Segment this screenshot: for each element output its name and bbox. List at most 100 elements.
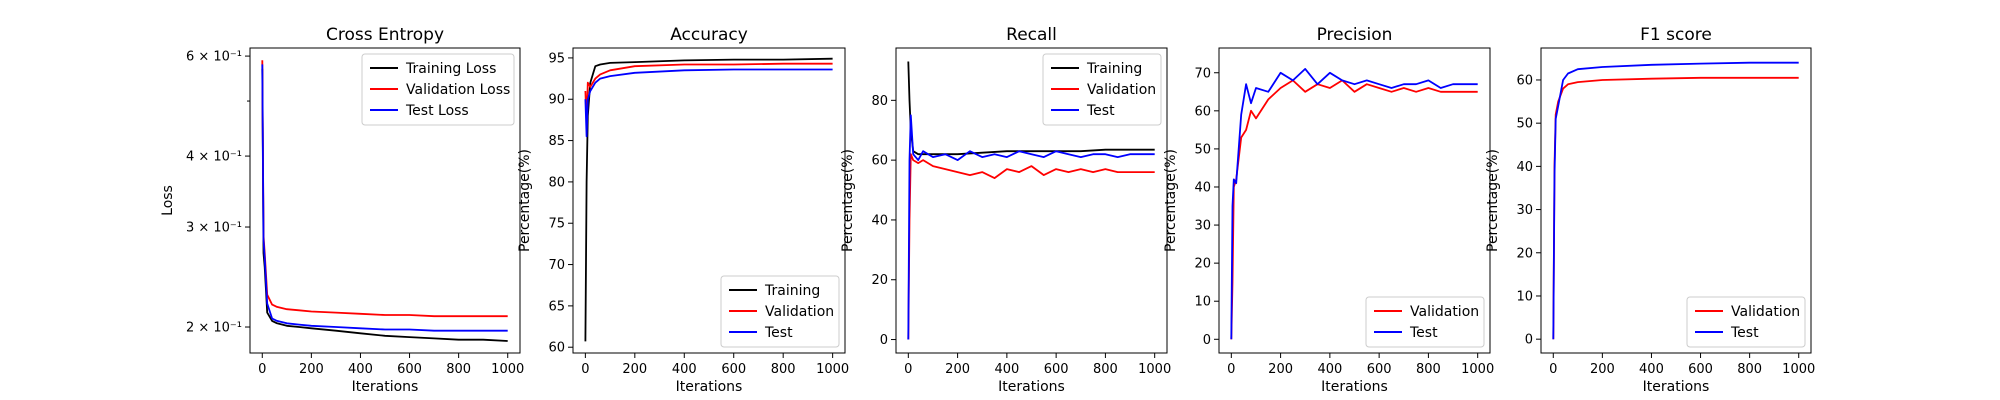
legend-label: Test — [1409, 325, 1438, 341]
y-tick-label: 3 × 10⁻¹ — [186, 221, 242, 236]
y-tick-label: 65 — [548, 299, 565, 314]
x-tick-label: 400 — [994, 362, 1019, 377]
y-axis-label: Percentage(%) — [1485, 149, 1501, 252]
y-tick-label: 20 — [1516, 246, 1533, 261]
chart-title: Cross Entropy — [326, 25, 444, 45]
y-tick-label: 6 × 10⁻¹ — [186, 50, 242, 65]
y-tick-label: 0 — [1203, 333, 1211, 348]
chart-title: Precision — [1317, 25, 1393, 45]
series-line-validation — [907, 153, 1155, 340]
legend: Validation Test — [1686, 296, 1806, 348]
x-tick-label: 600 — [1688, 362, 1713, 377]
axes-frame — [249, 47, 521, 354]
y-tick-label: 40 — [1516, 160, 1533, 175]
x-tick-label: 800 — [1737, 362, 1762, 377]
x-axis-label: Iterations — [676, 379, 743, 395]
y-tick-label: 70 — [548, 258, 565, 273]
series-line-test — [584, 68, 833, 138]
x-tick-label: 1000 — [816, 362, 849, 377]
y-tick-label: 60 — [1516, 73, 1533, 88]
chart-f1-score: 0 200 400 600 800 1000 0 10 20 30 40 50 60 F1 score It… — [1485, 25, 1815, 395]
legend-box — [1686, 296, 1806, 348]
y-tick-label: 90 — [548, 93, 565, 108]
x-axis-label: Iterations — [352, 379, 419, 395]
legend: Validation Test — [1365, 296, 1485, 348]
x-tick-label: 200 — [945, 362, 970, 377]
legend-label: Validation — [1087, 82, 1156, 98]
y-tick-label: 30 — [1516, 203, 1533, 218]
series-line-validation — [584, 62, 833, 125]
y-tick-label: 10 — [1516, 289, 1533, 304]
x-tick-label: 200 — [299, 362, 324, 377]
legend-box — [720, 275, 840, 348]
series-line-test — [907, 114, 1155, 340]
axes-frame — [895, 47, 1168, 354]
legend-box — [1365, 296, 1485, 348]
chart-recall: 0 200 400 600 800 1000 0 20 40 60 80 Recall Iteratio… — [840, 25, 1171, 395]
x-tick-label: 800 — [771, 362, 796, 377]
legend-box — [1042, 53, 1162, 126]
x-tick-label: 400 — [1639, 362, 1664, 377]
axes-frame — [1218, 47, 1491, 354]
x-tick-label: 600 — [1044, 362, 1069, 377]
legend-label: Validation — [1410, 304, 1479, 320]
y-tick-label: 50 — [1194, 142, 1211, 157]
x-tick-label: 0 — [258, 362, 266, 377]
y-tick-label: 60 — [548, 341, 565, 356]
y-axis-label: Loss — [160, 185, 176, 216]
y-tick-label: 80 — [871, 94, 888, 109]
axes-frame — [1540, 47, 1812, 354]
x-tick-label: 1000 — [1782, 362, 1815, 377]
x-tick-label: 200 — [1590, 362, 1615, 377]
series-line-test — [1230, 68, 1478, 340]
y-tick-label: 4 × 10⁻¹ — [186, 150, 242, 165]
y-axis-label: Percentage(%) — [517, 149, 533, 252]
y-tick-label: 80 — [548, 175, 565, 190]
x-tick-label: 1000 — [491, 362, 524, 377]
y-tick-label: 70 — [1194, 66, 1211, 81]
x-axis-label: Iterations — [1643, 379, 1710, 395]
x-tick-label: 800 — [446, 362, 471, 377]
x-tick-label: 0 — [581, 362, 589, 377]
y-axis-label: Percentage(%) — [840, 149, 856, 252]
legend-label: Test Loss — [405, 103, 469, 119]
legend-label: Test — [1086, 103, 1115, 119]
x-tick-label: 200 — [622, 362, 647, 377]
chart-title: Accuracy — [670, 25, 748, 45]
y-tick-label: 95 — [548, 51, 565, 66]
legend-label: Training — [764, 283, 820, 299]
legend: Training Loss Validation Loss Test Loss — [361, 53, 515, 126]
x-tick-label: 400 — [348, 362, 373, 377]
series-line-test — [1552, 61, 1799, 340]
y-tick-label: 30 — [1194, 219, 1211, 234]
x-tick-label: 0 — [1227, 362, 1235, 377]
y-tick-label: 85 — [548, 134, 565, 149]
y-tick-label: 20 — [1194, 257, 1211, 272]
x-tick-label: 800 — [1093, 362, 1118, 377]
y-axis-label: Percentage(%) — [1163, 149, 1179, 252]
x-axis-label: Iterations — [1321, 379, 1388, 395]
y-tick-label: 10 — [1194, 295, 1211, 310]
x-tick-label: 800 — [1416, 362, 1441, 377]
legend-label: Test — [764, 325, 793, 341]
x-tick-label: 1000 — [1461, 362, 1494, 377]
legend-label: Training Loss — [405, 61, 496, 77]
y-tick-label: 50 — [1516, 117, 1533, 132]
legend-label: Validation — [765, 304, 834, 320]
y-tick-label: 40 — [1194, 180, 1211, 195]
x-tick-label: 200 — [1268, 362, 1293, 377]
legend-box — [361, 53, 515, 126]
y-tick-label: 0 — [1525, 333, 1533, 348]
legend-label: Validation — [1731, 304, 1800, 320]
x-tick-label: 600 — [397, 362, 422, 377]
legend-label: Test — [1730, 325, 1759, 341]
chart-title: F1 score — [1640, 25, 1712, 45]
x-tick-label: 400 — [672, 362, 697, 377]
x-tick-label: 600 — [721, 362, 746, 377]
legend: Training Validation Test — [1042, 53, 1162, 126]
y-tick-label: 0 — [880, 333, 888, 348]
x-tick-label: 0 — [1549, 362, 1557, 377]
y-tick-label: 60 — [871, 154, 888, 169]
x-tick-label: 1000 — [1138, 362, 1171, 377]
